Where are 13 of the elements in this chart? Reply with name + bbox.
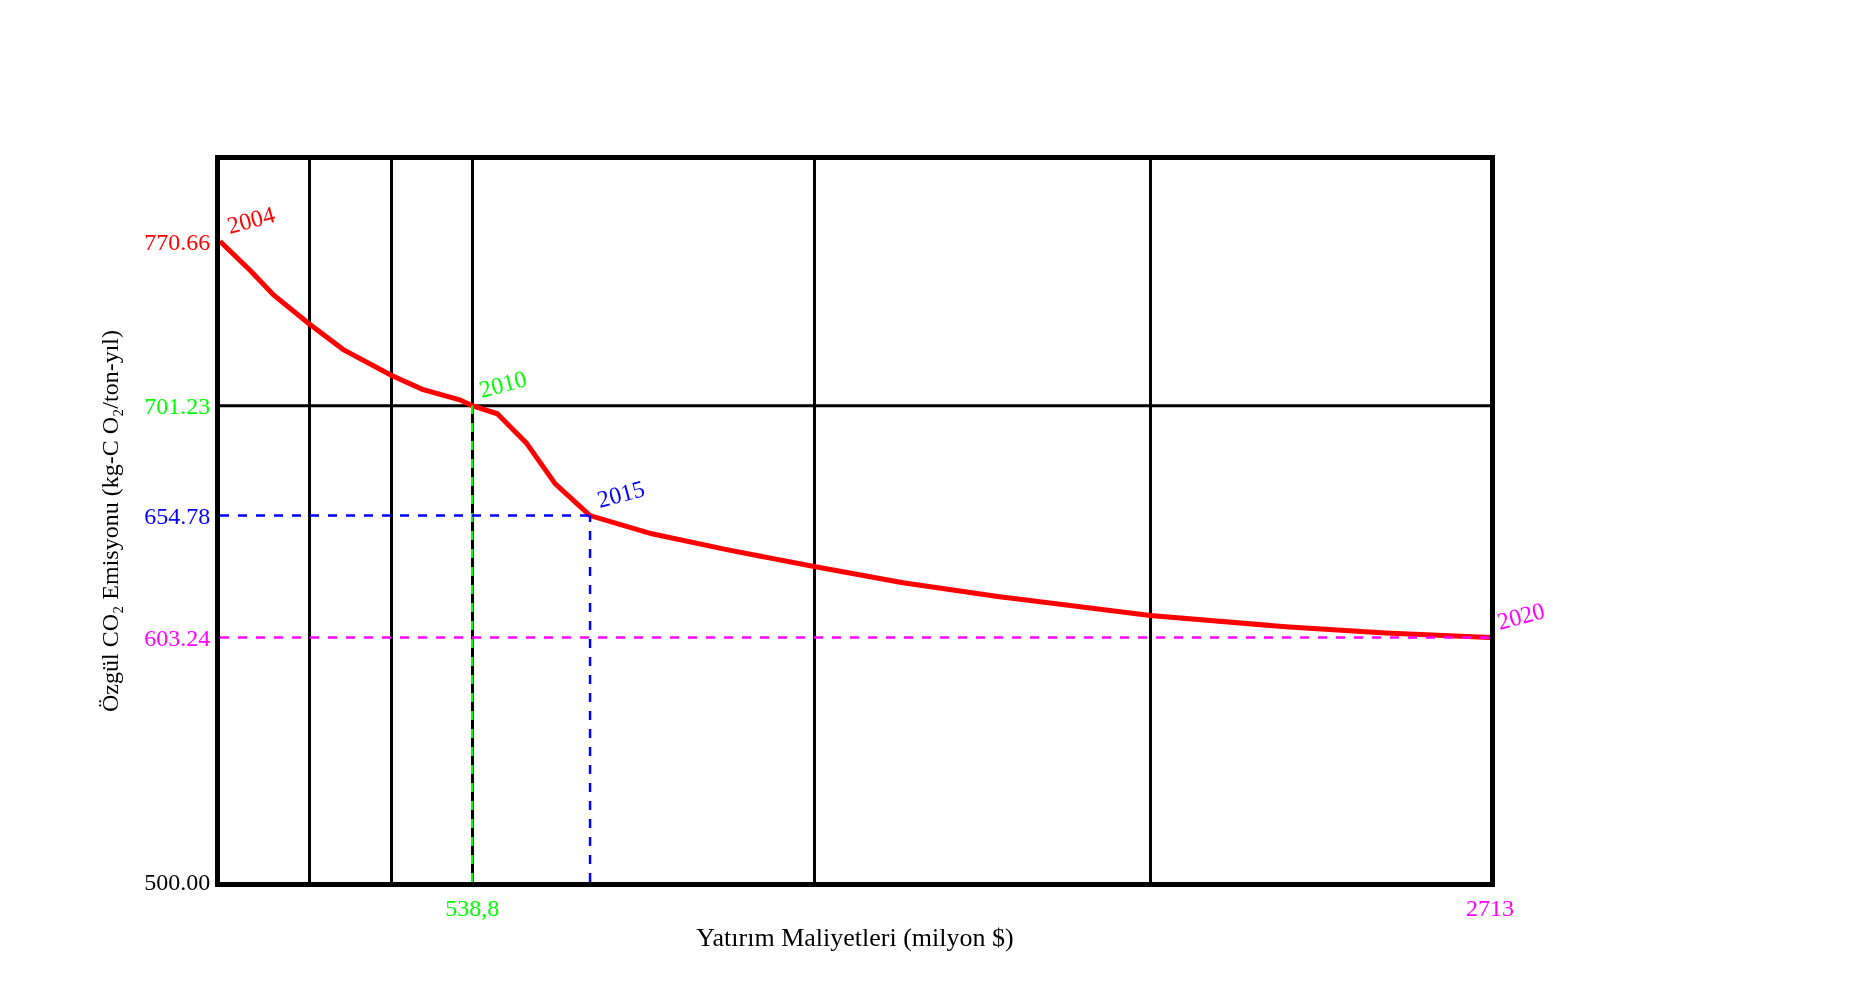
y-axis-title: Özgül CO₂ Emisyonu (kg-C O₂/ton-yıl) bbox=[97, 329, 124, 713]
y-tick-label: 701.23 bbox=[144, 393, 211, 420]
annotation: 2020 bbox=[1494, 597, 1548, 635]
y-tick-label: 603.24 bbox=[144, 625, 211, 652]
annotation: 2004 bbox=[224, 201, 278, 239]
y-tick-label: 770.66 bbox=[144, 228, 211, 255]
y-tick-label: 654.78 bbox=[144, 503, 211, 529]
y-tick-label: 500.00 bbox=[144, 869, 211, 896]
annotation: 2015 bbox=[594, 475, 648, 513]
annotation: 2010 bbox=[476, 365, 530, 403]
x-tick-label: 538,8 bbox=[445, 894, 500, 921]
x-tick-label: 2713 bbox=[1466, 894, 1514, 921]
x-axis-title: Yatırım Maliyetleri (milyon $) bbox=[696, 923, 1014, 953]
